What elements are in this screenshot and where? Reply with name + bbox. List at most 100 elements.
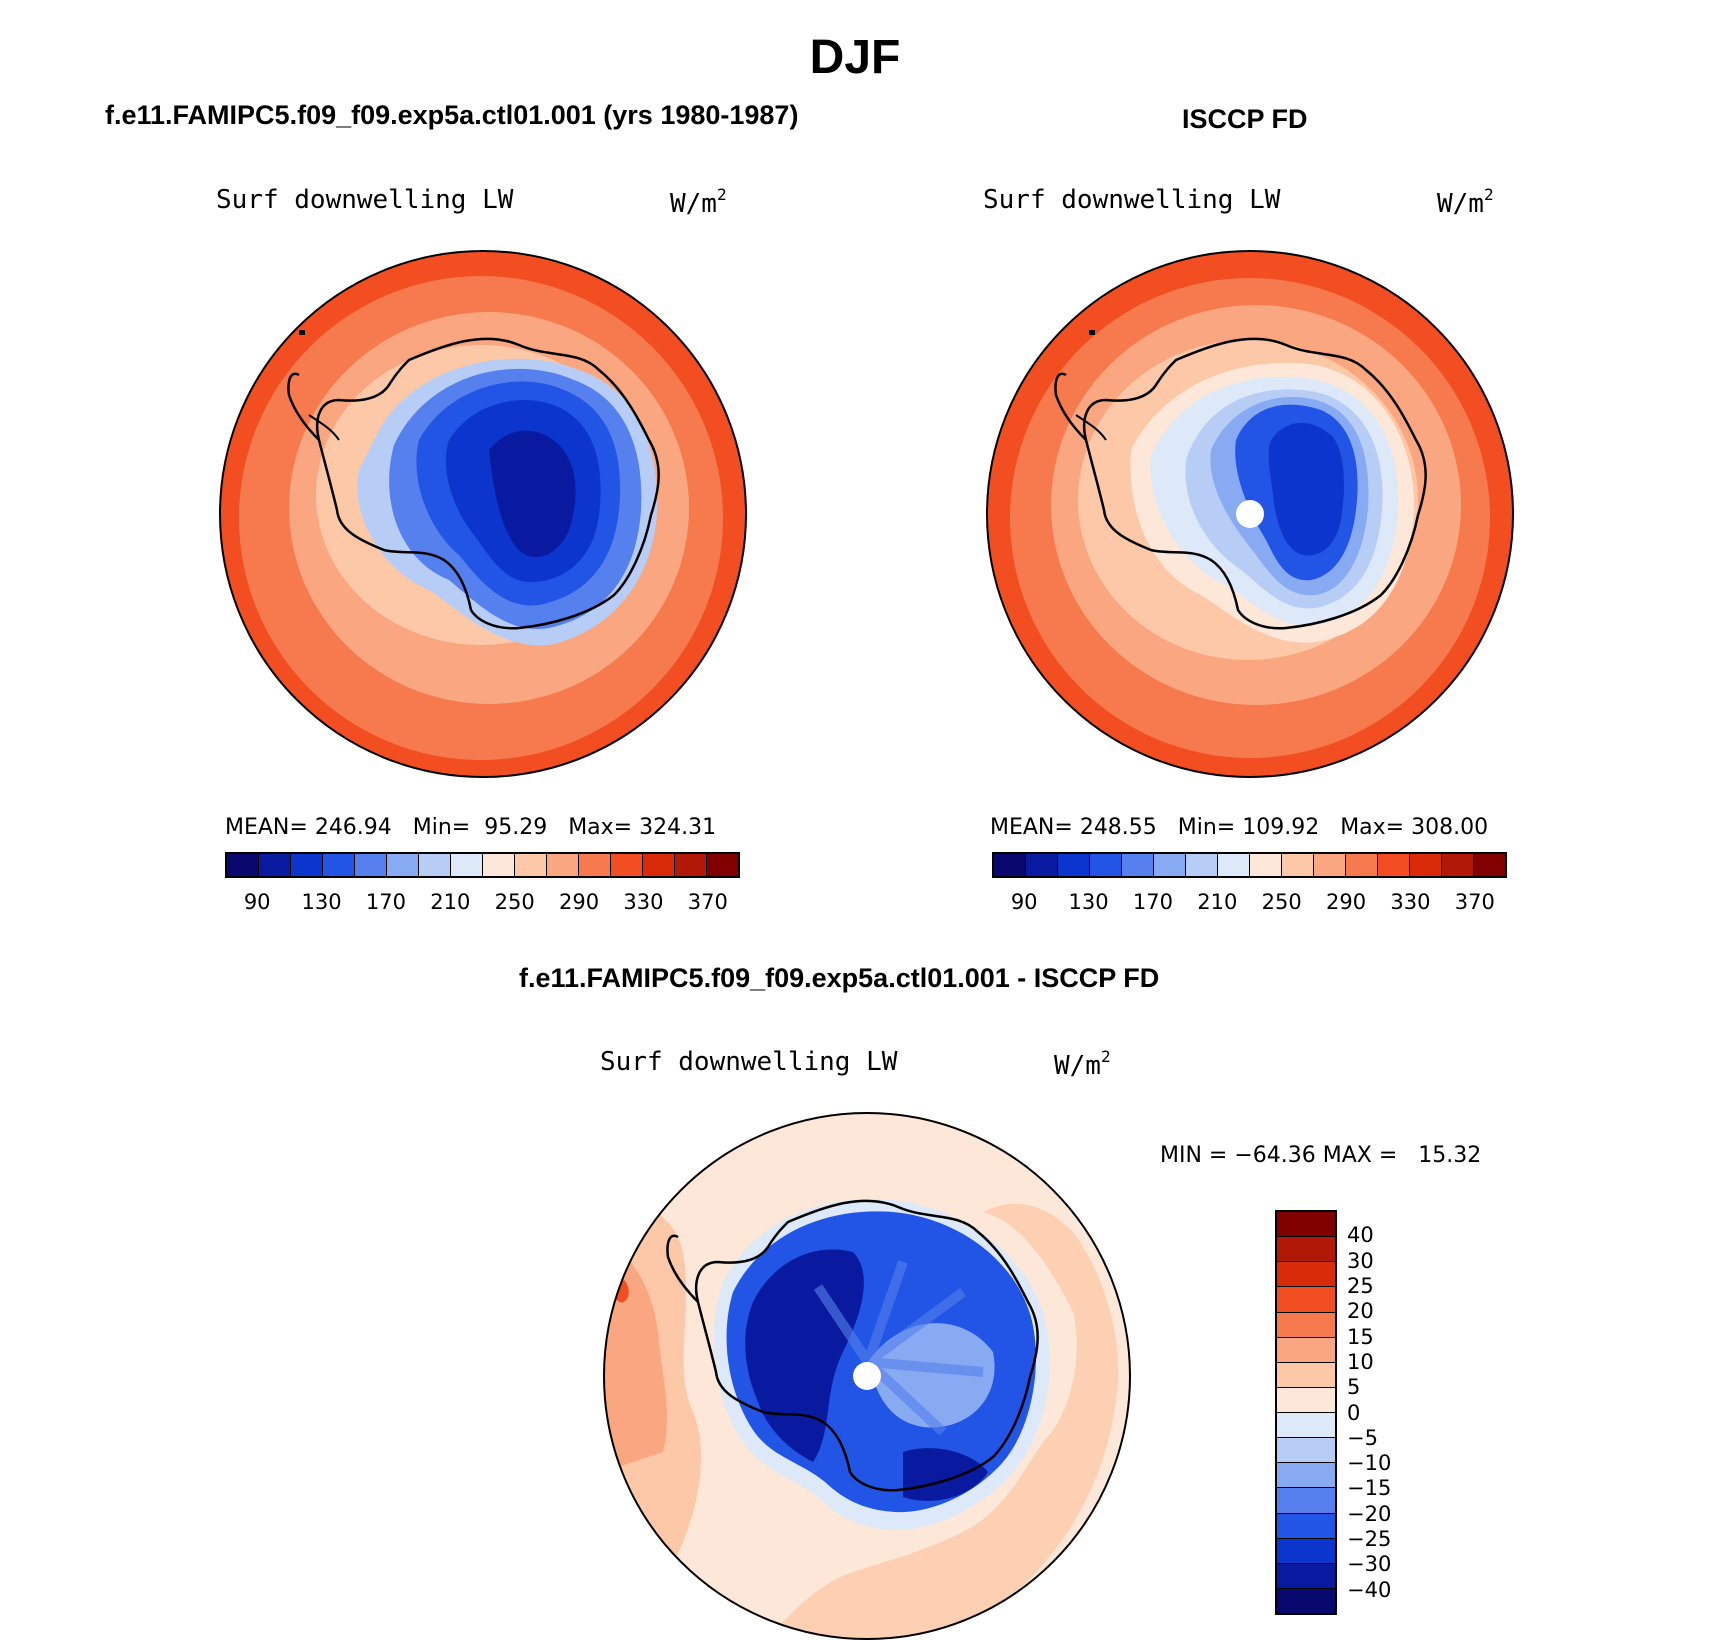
panel-3-colorbar-label: 25 [1347, 1273, 1374, 1298]
panel-2-colorbar-label: 370 [1454, 890, 1495, 914]
panel-1-colorbar-label: 330 [623, 890, 664, 914]
panel-3-colorbar-label: 5 [1347, 1375, 1361, 1400]
panel-3-colorbar-swatch [1277, 1337, 1335, 1363]
panel-3-colorbar [1275, 1210, 1337, 1615]
panel-3-colorbar-label: 10 [1347, 1349, 1374, 1374]
panel-1-colorbar-swatch [643, 854, 675, 876]
panel-2-colorbar-swatch [1378, 854, 1410, 876]
panel-1-colorbar-label: 170 [365, 890, 406, 914]
panel-3-colorbar-label: −25 [1347, 1527, 1392, 1552]
panel-1-colorbar-swatch [227, 854, 259, 876]
panel-1-colorbar-swatch [707, 854, 738, 876]
panel-2-colorbar-label: 290 [1326, 890, 1367, 914]
panel-1-units: W/m2 [670, 185, 727, 219]
panel-1-colorbar-label: 90 [243, 890, 271, 914]
panel-2-colorbar-swatch [994, 854, 1026, 876]
panel-3-colorbar-label: 0 [1347, 1400, 1361, 1425]
panel-1-colorbar-label: 290 [559, 890, 600, 914]
panel-2-colorbar-label: 330 [1390, 890, 1431, 914]
panel-1-colorbar-swatch [483, 854, 515, 876]
panel-3-colorbar-labels: 40 30 25 20 15 10 5 0 −5 −10 −15 −20 −25 −30 −40 [1347, 1210, 1427, 1615]
panel-3-colorbar-label: −5 [1347, 1425, 1378, 1450]
panel-2-colorbar-label: 130 [1068, 890, 1109, 914]
panel-1-colorbar-swatch [675, 854, 707, 876]
panel-1-colorbar-swatch [451, 854, 483, 876]
panel-3-colorbar-swatch [1277, 1438, 1335, 1464]
panel-3-colorbar-label: 20 [1347, 1299, 1374, 1324]
panel-3-colorbar-swatch [1277, 1312, 1335, 1338]
panel-3-colorbar-swatch [1277, 1513, 1335, 1539]
panel-3-colorbar-swatch [1277, 1387, 1335, 1413]
panel-2-colorbar-labels: 90 130 170 210 250 290 330 370 [992, 890, 1507, 916]
panel-1-stats: MEAN= 246.94 Min= 95.29 Max= 324.31 [225, 815, 717, 840]
panel-3-colorbar-swatch [1277, 1262, 1335, 1288]
panel-2-colorbar-label: 90 [1010, 890, 1038, 914]
panel-1-colorbar-label: 130 [301, 890, 342, 914]
panel-2-colorbar-swatch [1058, 854, 1090, 876]
panel-1-colorbar-swatch [387, 854, 419, 876]
panel-2-colorbar-swatch [1218, 854, 1250, 876]
panel-1-colorbar-swatch [419, 854, 451, 876]
panel-3-colorbar-swatch [1277, 1237, 1335, 1263]
panel-1-colorbar-label: 370 [687, 890, 728, 914]
panel-3-colorbar-swatch [1277, 1362, 1335, 1388]
panel-2-colorbar-swatch [1410, 854, 1442, 876]
panel-1-colorbar-labels: 90 130 170 210 250 290 330 370 [225, 890, 740, 916]
panel-2-colorbar-swatch [1282, 854, 1314, 876]
panel-2-colorbar-label: 210 [1197, 890, 1238, 914]
panel-2-variable: Surf downwelling LW [983, 185, 1281, 215]
panel-2-colorbar-swatch [1474, 854, 1505, 876]
panel-2-colorbar-label: 170 [1132, 890, 1173, 914]
panel-3-stats: MIN = −64.36 MAX = 15.32 [1160, 1143, 1482, 1168]
panel-2-colorbar-label: 250 [1261, 890, 1302, 914]
panel-2-map [986, 250, 1514, 778]
figure-title: DJF [809, 31, 901, 84]
panel-3-colorbar-swatch [1277, 1413, 1335, 1439]
panel-2-colorbar-swatch [1250, 854, 1282, 876]
panel-3-colorbar-swatch [1277, 1563, 1335, 1589]
panel-3-colorbar-label: −40 [1347, 1577, 1392, 1602]
panel-2-colorbar-swatch [1090, 854, 1122, 876]
panel-3-title: f.e11.FAMIPC5.f09_f09.exp5a.ctl01.001 - … [519, 963, 1160, 993]
panel-1-colorbar-swatch [611, 854, 643, 876]
panel-3-colorbar-label: −15 [1347, 1476, 1392, 1501]
panel-1-colorbar-swatch [579, 854, 611, 876]
panel-3-colorbar-label: −10 [1347, 1451, 1392, 1476]
panel-1-title: f.e11.FAMIPC5.f09_f09.exp5a.ctl01.001 (y… [105, 100, 799, 130]
panel-2-colorbar-swatch [1314, 854, 1346, 876]
panel-2-colorbar-swatch [1442, 854, 1474, 876]
panel-1-colorbar-label: 210 [430, 890, 471, 914]
panel-3-colorbar-label: −20 [1347, 1501, 1392, 1526]
panel-3-colorbar-label: −30 [1347, 1552, 1392, 1577]
panel-1-colorbar-swatch [355, 854, 387, 876]
panel-3-units: W/m2 [1054, 1047, 1111, 1081]
panel-2-title: ISCCP FD [1182, 104, 1308, 134]
panel-3-colorbar-swatch [1277, 1488, 1335, 1514]
panel-1-colorbar-label: 250 [494, 890, 535, 914]
panel-3-colorbar-label: 30 [1347, 1248, 1374, 1273]
panel-2-colorbar-swatch [1346, 854, 1378, 876]
panel-2-colorbar [992, 852, 1507, 878]
panel-3-variable: Surf downwelling LW [600, 1047, 898, 1077]
panel-3-colorbar-label: 15 [1347, 1324, 1374, 1349]
panel-1-variable: Surf downwelling LW [216, 185, 514, 215]
panel-3-colorbar-swatch [1277, 1538, 1335, 1564]
panel-1-colorbar-swatch [259, 854, 291, 876]
panel-3-map [603, 1112, 1131, 1640]
panel-1-colorbar-swatch [515, 854, 547, 876]
panel-3-colorbar-swatch [1277, 1463, 1335, 1489]
panel-2-stats: MEAN= 248.55 Min= 109.92 Max= 308.00 [990, 815, 1489, 840]
panel-1-colorbar-swatch [291, 854, 323, 876]
panel-2-units: W/m2 [1437, 185, 1494, 219]
panel-1-map [219, 250, 747, 778]
panel-2-colorbar-swatch [1154, 854, 1186, 876]
panel-1-colorbar-swatch [547, 854, 579, 876]
panel-1-colorbar-swatch [323, 854, 355, 876]
panel-3-colorbar-swatch [1277, 1287, 1335, 1313]
panel-3-colorbar-label: 40 [1347, 1223, 1374, 1248]
panel-3-colorbar-swatch [1277, 1588, 1335, 1613]
panel-3-colorbar-swatch [1277, 1212, 1335, 1238]
panel-2-colorbar-swatch [1122, 854, 1154, 876]
panel-1-colorbar [225, 852, 740, 878]
panel-2-colorbar-swatch [1186, 854, 1218, 876]
